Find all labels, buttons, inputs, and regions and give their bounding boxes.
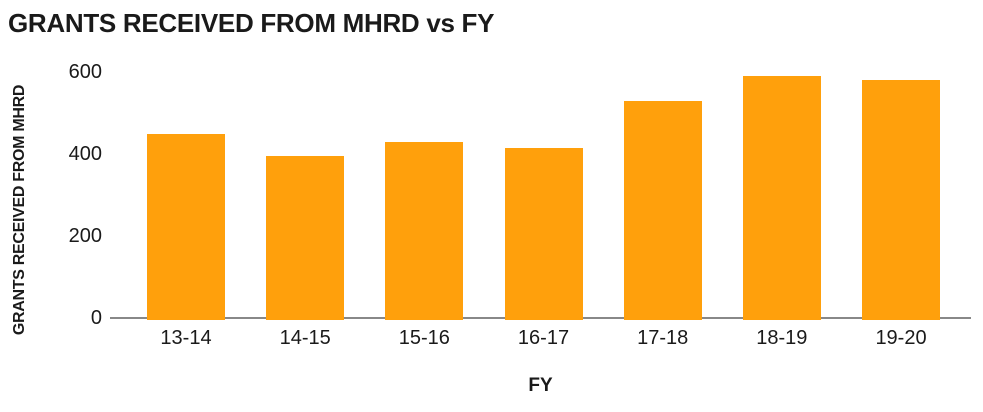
x-tick-label-15-16: 15-16 [398, 327, 450, 349]
bar-13-14 [147, 133, 225, 320]
bar-18-19 [742, 76, 821, 320]
bar-17-18 [623, 100, 702, 320]
y-tick-label-200: 200 [68, 225, 102, 247]
bar-16-17 [504, 147, 583, 320]
x-tick-label-14-15: 14-15 [279, 327, 331, 349]
bar-14-15 [266, 156, 345, 320]
x-tick-label-19-20: 19-20 [875, 327, 927, 349]
y-axis-title: GRANTS RECEIVED FROM MHRD [11, 84, 28, 336]
x-tick-label-13-14: 13-14 [160, 327, 212, 349]
bar-19-20 [862, 80, 941, 320]
y-tick-label-0: 0 [90, 307, 102, 329]
x-tick-label-18-19: 18-19 [756, 327, 808, 349]
bar-15-16 [385, 141, 464, 320]
chart-title: GRANTS RECEIVED FROM MHRD vs FY [8, 8, 495, 38]
x-axis-title: FY [528, 375, 553, 396]
x-tick-label-17-18: 17-18 [637, 327, 689, 349]
y-tick-label-400: 400 [68, 143, 102, 165]
y-tick-label-600: 600 [68, 61, 102, 83]
x-tick-label-16-17: 16-17 [517, 327, 570, 349]
